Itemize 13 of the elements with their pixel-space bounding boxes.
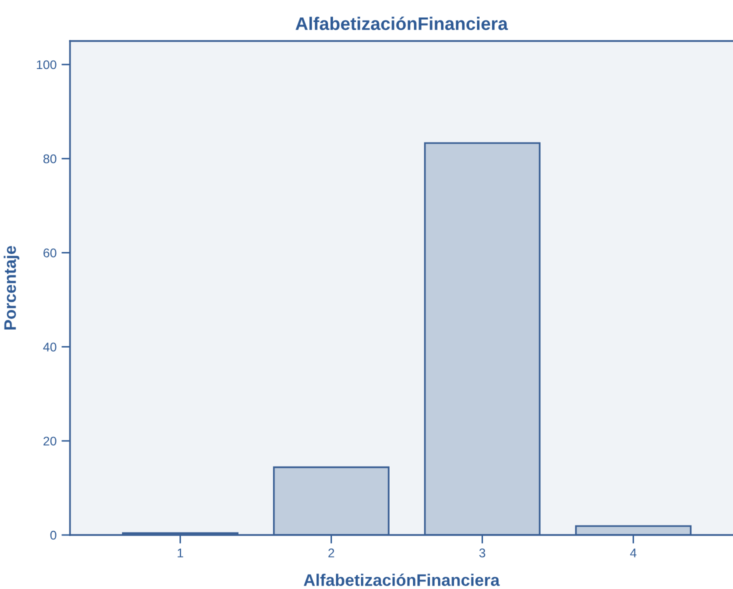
y-tick-label: 20 [44, 436, 56, 446]
y-tick-label: 80 [43, 154, 56, 164]
y-tick-label: 0 [50, 530, 56, 540]
y-axis-title: Porcentaje [4, 246, 20, 330]
x-tick-label: 3 [479, 548, 486, 558]
x-tick-label: 2 [328, 548, 334, 558]
y-tick-label: 100 [36, 60, 56, 70]
y-tick-label: 40 [43, 342, 56, 352]
y-tick-label: 60 [44, 248, 56, 258]
x-axis-title: AlfabetizaciónFinanciera [304, 574, 500, 586]
chart-title: AlfabetizaciónFinanciera [296, 16, 508, 30]
x-tick-label: 4 [630, 548, 636, 558]
x-tick-label: 1 [178, 548, 184, 558]
